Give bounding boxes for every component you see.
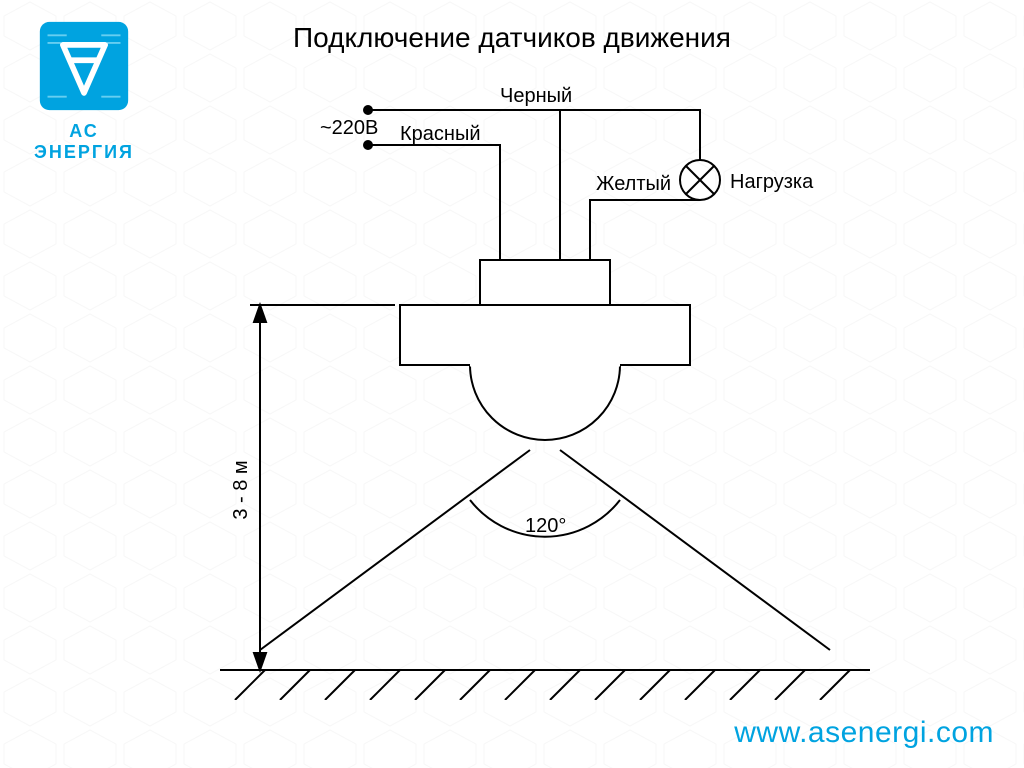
load-label: Нагрузка [730,171,814,193]
page-title: Подключение датчиков движения [0,22,1024,54]
height-dimension [250,305,395,670]
cone-left [260,450,530,650]
cone-right [560,450,830,650]
website-url: www.asenergi.com [734,716,994,750]
source-voltage-label: ~220В [320,117,378,139]
load-lamp-icon [680,160,720,200]
ground-hatching [235,670,850,700]
wire-yellow-path [590,200,700,260]
wire-black-label: Черный [500,85,572,107]
height-range-label: 3 - 8 м [230,460,252,519]
wire-black-to-load [560,110,700,160]
sensor-dome [470,365,620,440]
sensor-stem [480,260,610,305]
wire-red-label: Красный [400,123,481,145]
wiring-diagram: ~220В Черный Красный Желтый Нагрузка 120… [0,60,1024,700]
wire-yellow-label: Желтый [596,173,671,195]
sensor-housing [400,305,690,365]
wire-red-path [368,145,500,260]
angle-label: 120° [525,515,566,537]
